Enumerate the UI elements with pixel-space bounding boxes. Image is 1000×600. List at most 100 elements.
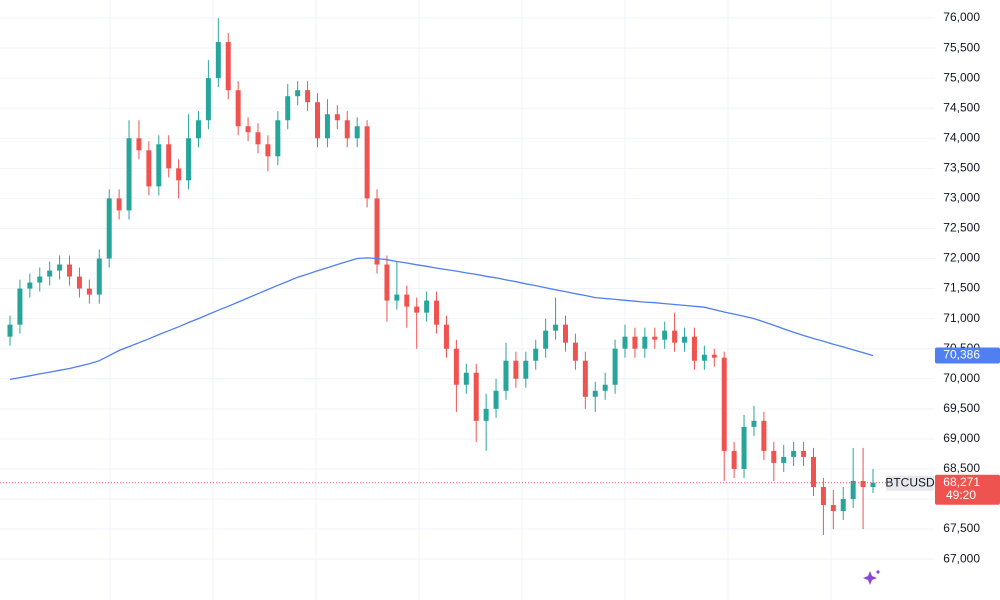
candle-body: [592, 390, 598, 397]
y-tick-label: 70,000: [943, 371, 980, 385]
candle-body: [86, 288, 92, 295]
candle-body: [215, 42, 221, 79]
y-tick-label: 67,000: [943, 551, 980, 565]
candle-body: [334, 114, 340, 121]
candle-body: [424, 300, 430, 313]
candle-body: [344, 120, 350, 139]
candle-body: [543, 330, 549, 349]
candle-body: [781, 456, 787, 463]
symbol-box: [886, 475, 934, 491]
candle-body: [136, 138, 142, 151]
candle-body: [830, 505, 836, 512]
candle-body: [860, 480, 866, 487]
candle-body: [126, 138, 132, 211]
candle-body: [166, 144, 172, 169]
symbol-label: BTCUSD: [885, 475, 935, 489]
candle-body: [195, 120, 201, 139]
candle-body: [801, 450, 807, 457]
candle-body: [503, 360, 509, 391]
candle-body: [820, 486, 826, 506]
candle-body: [27, 282, 33, 289]
candle-body: [434, 300, 440, 325]
candle-body: [791, 450, 797, 457]
candle-body: [7, 324, 13, 337]
candle-body: [235, 90, 241, 127]
candle-body: [682, 336, 688, 343]
y-tick-label: 73,000: [943, 191, 980, 205]
price-tag-label: 68,271: [943, 475, 980, 489]
candle-body: [711, 354, 717, 358]
candle-body: [285, 96, 291, 121]
ma-tag-label: 70,386: [943, 348, 980, 362]
y-tick-label: 72,500: [943, 221, 980, 235]
icon-dot: [876, 570, 880, 574]
candle-body: [324, 114, 330, 139]
candle-body: [265, 144, 271, 157]
candle-body: [295, 90, 301, 97]
candle-body: [384, 264, 390, 301]
candle-body: [315, 102, 321, 139]
y-tick-label: 75,000: [943, 70, 980, 84]
y-tick-label: 74,000: [943, 130, 980, 144]
candle-body: [850, 480, 856, 499]
candle-body: [672, 330, 678, 343]
candle-body: [453, 348, 459, 385]
candle-body: [57, 264, 63, 271]
candle-body: [493, 390, 499, 409]
y-tick-label: 73,500: [943, 161, 980, 175]
candle-body: [186, 138, 192, 181]
candle-body: [225, 42, 231, 91]
candle-body: [810, 456, 816, 487]
candle-body: [582, 360, 588, 397]
candle-body: [176, 168, 182, 181]
candle-body: [632, 336, 638, 349]
candle-body: [305, 90, 311, 103]
candle-body: [146, 150, 152, 187]
candle-body: [840, 498, 846, 512]
candle-body: [275, 120, 281, 157]
y-tick-label: 68,500: [943, 461, 980, 475]
y-tick-label: 75,500: [943, 40, 980, 54]
countdown-label: 49:20: [946, 488, 976, 502]
candle-body: [156, 144, 162, 187]
candle-body: [870, 482, 876, 487]
candle-body: [404, 294, 410, 307]
candle-body: [761, 420, 767, 451]
candle-body: [662, 330, 668, 340]
candle-body: [602, 384, 608, 391]
candle-body: [513, 360, 519, 379]
candle-body: [701, 354, 707, 361]
candle-body: [245, 126, 251, 133]
candle-body: [771, 450, 777, 463]
y-tick-label: 71,000: [943, 311, 980, 325]
candle-body: [414, 306, 420, 313]
candle-body: [473, 372, 479, 421]
y-tick-label: 74,500: [943, 100, 980, 114]
candle-body: [553, 324, 559, 331]
candle-body: [751, 420, 757, 427]
candle-body: [96, 258, 102, 295]
candle-body: [622, 336, 628, 349]
candle-body: [523, 360, 529, 379]
candle-body: [76, 276, 82, 289]
candle-body: [691, 336, 697, 361]
sparkle-icon: [863, 570, 880, 585]
candle-body: [205, 78, 211, 121]
candle-body: [354, 126, 360, 139]
y-tick-label: 69,000: [943, 431, 980, 445]
y-tick-label: 69,500: [943, 401, 980, 415]
candle-body: [37, 276, 43, 283]
candle-body: [483, 408, 489, 421]
candle-body: [116, 198, 122, 211]
candle-body: [394, 294, 400, 301]
candle-body: [572, 342, 578, 361]
candle-body: [741, 426, 747, 469]
y-tick-label: 76,000: [943, 10, 980, 24]
candle-body: [642, 336, 648, 349]
candle-body: [463, 372, 469, 385]
candle-body: [443, 324, 449, 349]
candle-body: [731, 450, 737, 469]
